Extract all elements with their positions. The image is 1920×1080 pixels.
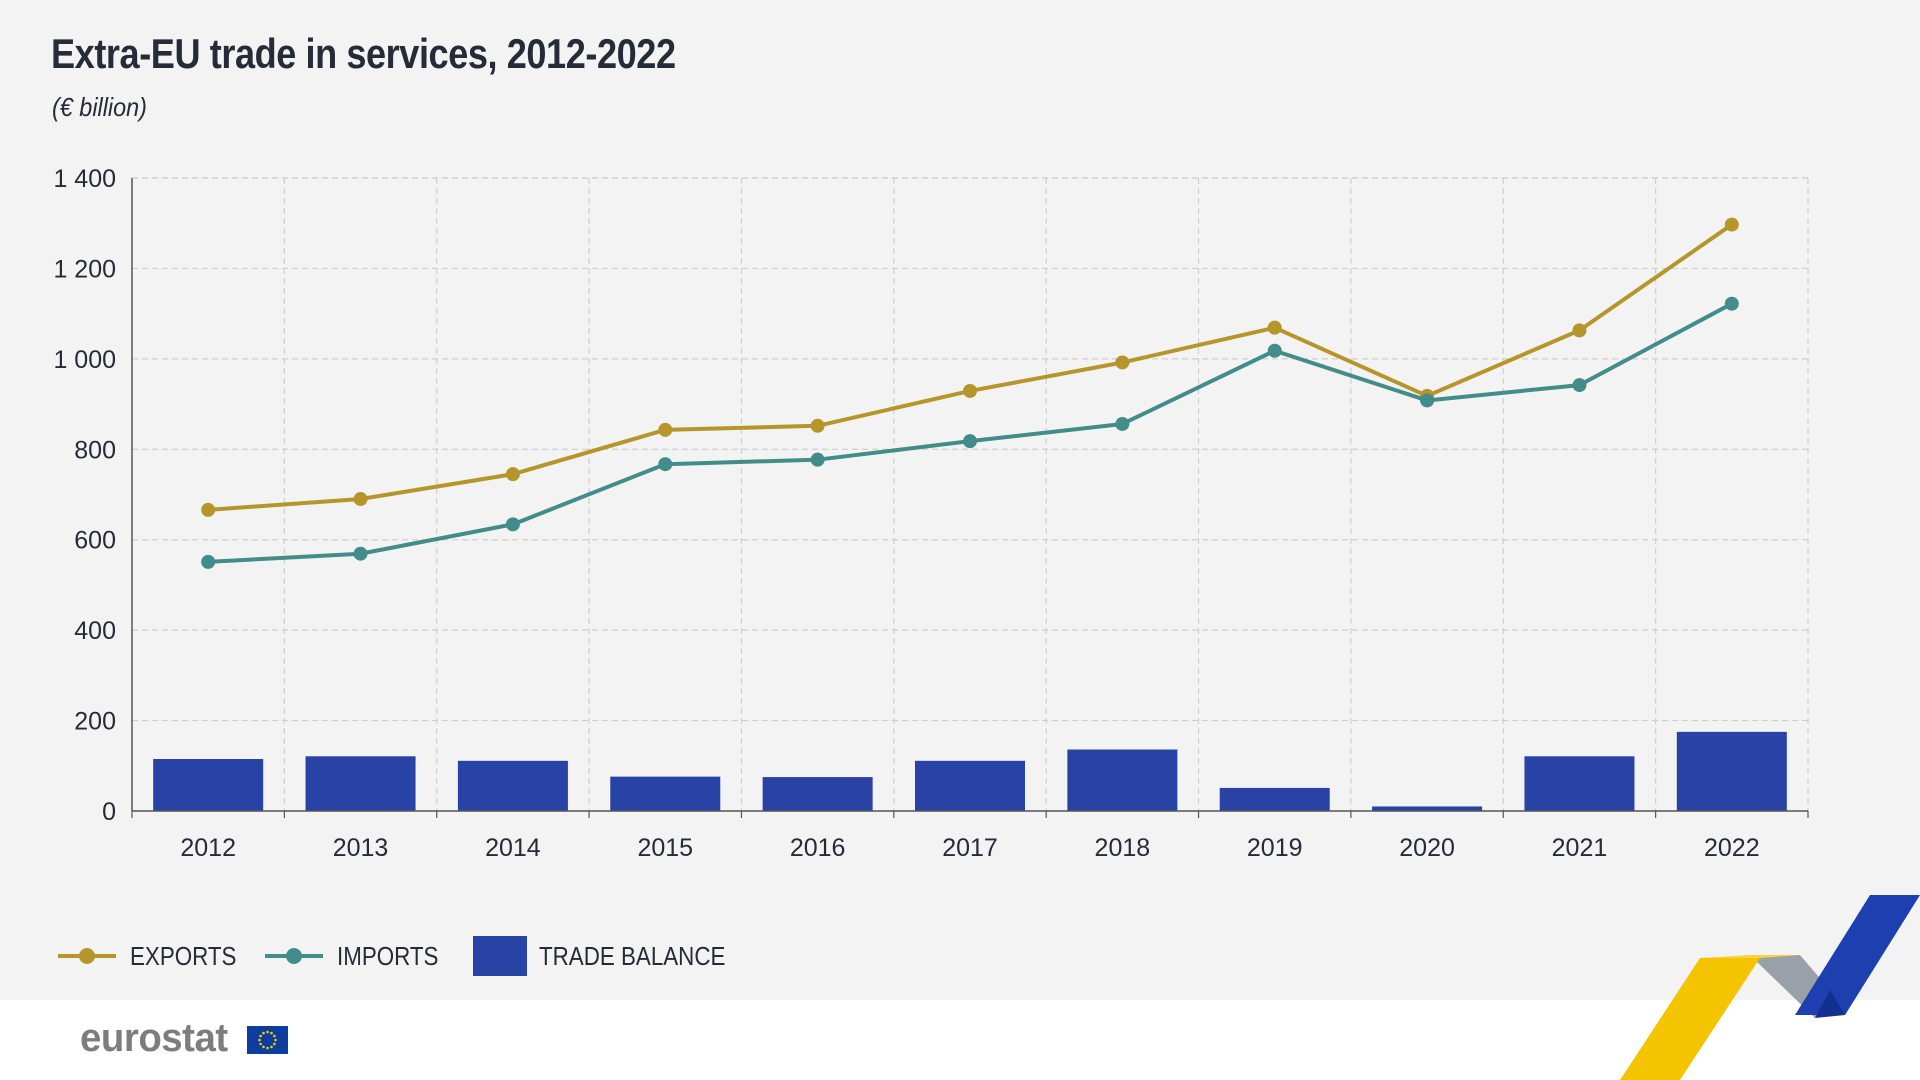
point-exports xyxy=(810,418,825,433)
x-tick-label: 2014 xyxy=(485,834,541,862)
x-tick-label: 2015 xyxy=(637,834,693,862)
point-imports xyxy=(810,452,825,467)
point-imports xyxy=(1115,416,1130,431)
grid-layer xyxy=(132,177,1809,811)
point-imports xyxy=(1572,378,1587,393)
legend-item-exports: EXPORTS xyxy=(56,935,254,977)
bar-layer xyxy=(153,731,1787,811)
x-tick-label: 2017 xyxy=(942,834,998,862)
x-tick-label: 2019 xyxy=(1247,834,1303,862)
bar-trade-balance xyxy=(1067,749,1178,811)
legend-swatch-exports xyxy=(58,948,116,964)
line-layer xyxy=(201,217,1739,569)
bar-trade-balance xyxy=(1676,731,1787,811)
y-tick-label: 800 xyxy=(74,436,116,464)
chart-title: Extra-EU trade in services, 2012-2022 xyxy=(51,30,676,77)
bar-trade-balance xyxy=(1524,756,1635,811)
x-tick-label: 2013 xyxy=(333,834,389,862)
point-imports xyxy=(963,434,977,449)
bar-trade-balance xyxy=(457,760,568,811)
legend-swatch-imports xyxy=(265,948,323,964)
bar-trade-balance xyxy=(1219,787,1330,811)
bar-trade-balance xyxy=(1372,806,1483,811)
point-imports xyxy=(658,457,673,472)
point-exports xyxy=(963,383,977,398)
y-tick-label: 0 xyxy=(102,798,116,826)
y-tick-label: 600 xyxy=(74,527,116,555)
legend-swatch-trade-balance xyxy=(473,936,527,976)
label-layer: 0 200 400 600 800 1 000 1 200 1 400 2012 2013 2014… xyxy=(53,165,1759,862)
point-exports xyxy=(1115,355,1130,370)
point-imports xyxy=(1420,393,1435,408)
x-tick-label: 2021 xyxy=(1552,834,1608,862)
y-tick-label: 1 200 xyxy=(53,255,116,283)
x-tick-label: 2016 xyxy=(790,834,846,862)
eu-flag-icon xyxy=(247,1026,288,1054)
legend-item-imports: IMPORTS xyxy=(263,935,455,977)
point-exports xyxy=(201,502,216,517)
point-imports xyxy=(353,546,368,561)
x-tick-label: 2022 xyxy=(1704,834,1760,862)
x-tick-label: 2018 xyxy=(1095,834,1151,862)
decorative-ribbon-icon xyxy=(1620,895,1920,1080)
point-exports xyxy=(1267,320,1282,335)
bar-trade-balance xyxy=(305,756,416,811)
chart-canvas: 0 200 400 600 800 1 000 1 200 1 400 2012 2013 2014… xyxy=(53,165,1809,862)
axis-layer xyxy=(131,178,1809,818)
legend-label-imports: IMPORTS xyxy=(337,940,439,971)
series-line-exports xyxy=(208,222,1733,512)
point-imports xyxy=(505,517,520,532)
point-imports xyxy=(1724,296,1739,311)
y-tick-label: 1 400 xyxy=(53,165,116,193)
chart-subtitle: (€ billion) xyxy=(52,92,147,122)
x-tick-label: 2012 xyxy=(180,834,236,862)
bar-trade-balance xyxy=(915,760,1025,811)
bar-trade-balance xyxy=(610,776,721,811)
y-tick-label: 400 xyxy=(74,617,116,645)
point-exports xyxy=(1724,217,1739,232)
y-tick-label: 200 xyxy=(74,708,116,736)
legend-item-trade-balance: TRADE BALANCE xyxy=(473,935,756,977)
legend-label-exports: EXPORTS xyxy=(130,940,237,971)
point-exports xyxy=(1572,323,1587,338)
point-exports xyxy=(505,467,520,482)
point-exports xyxy=(658,422,673,437)
bar-trade-balance xyxy=(762,777,873,811)
point-exports xyxy=(353,492,368,507)
y-tick-label: 1 000 xyxy=(53,346,116,374)
point-imports xyxy=(201,554,216,569)
bar-trade-balance xyxy=(153,759,264,811)
eurostat-logo: eurostat xyxy=(80,1016,228,1060)
legend-label-trade-balance: TRADE BALANCE xyxy=(539,940,726,971)
x-tick-label: 2020 xyxy=(1399,834,1455,862)
footer xyxy=(0,1000,1920,1080)
point-imports xyxy=(1267,343,1282,358)
